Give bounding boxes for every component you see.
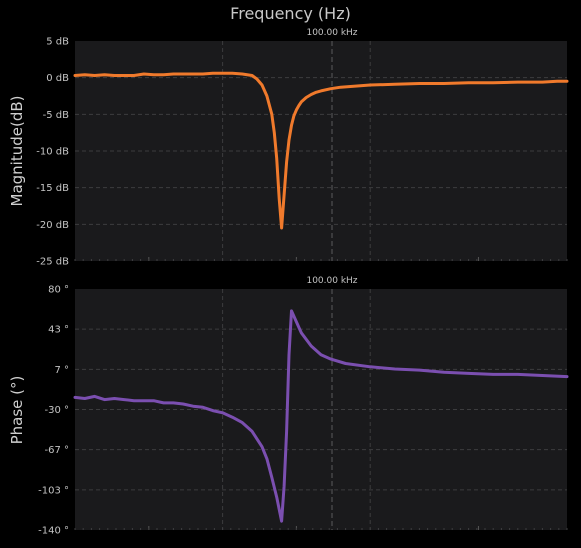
y-tick-label: -15 dB: [36, 183, 69, 194]
y-tick-label: -103 °: [38, 485, 69, 496]
magnitude-series-line: [73, 71, 569, 230]
y-tick-label: 5 dB: [46, 37, 69, 48]
y-axis-label: Phase (°): [8, 376, 26, 445]
chart-title: Frequency (Hz): [230, 4, 351, 23]
y-tick-label: -20 dB: [36, 220, 69, 231]
y-tick-label: 7 °: [54, 365, 69, 376]
frequency-marker-label: 100.00 kHz: [306, 28, 357, 38]
frequency-marker-label: 100.00 kHz: [306, 276, 357, 286]
y-tick-label: -67 °: [44, 445, 69, 456]
y-tick-label: 43 °: [48, 325, 69, 336]
phase-series-line: [73, 309, 569, 523]
y-tick-label: 0 dB: [46, 73, 69, 84]
chart-title-wrap: Frequency (Hz): [0, 4, 581, 23]
y-tick-label: 80 °: [48, 285, 69, 296]
y-tick-label: -10 dB: [36, 147, 69, 158]
y-axis-label: Magnitude(dB): [8, 96, 26, 207]
y-tick-label: -30 °: [44, 405, 69, 416]
y-tick-label: -140 °: [38, 526, 69, 537]
y-tick-label: -5 dB: [43, 110, 69, 121]
y-tick-label: -25 dB: [36, 257, 69, 268]
